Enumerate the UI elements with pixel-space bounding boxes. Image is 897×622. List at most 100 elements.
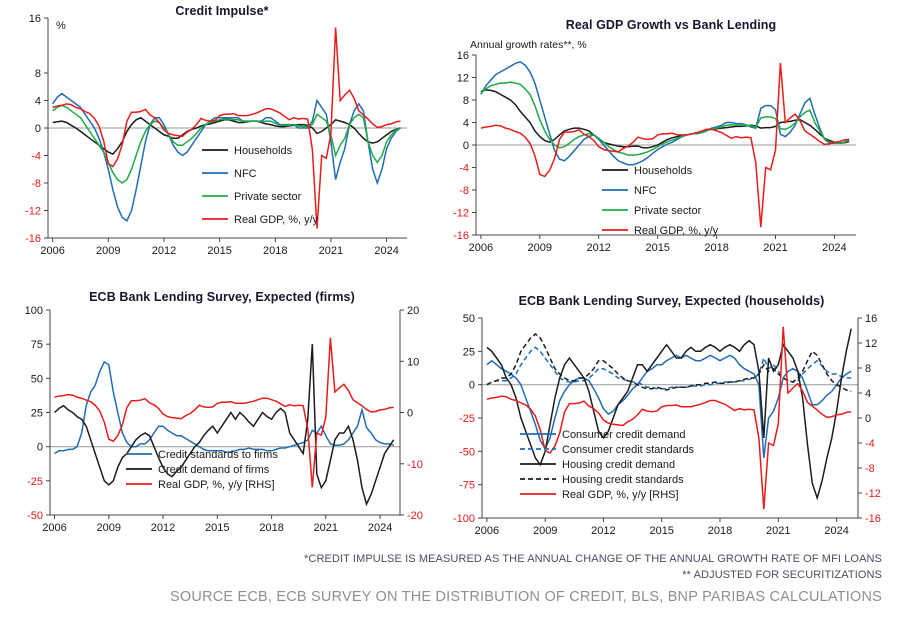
series-line-private-sector bbox=[52, 104, 401, 184]
axes bbox=[472, 54, 856, 239]
y-tick-label-right: 0 bbox=[865, 413, 871, 425]
y-tick-label: -50 bbox=[27, 510, 43, 522]
y-tick-label: -12 bbox=[25, 206, 41, 218]
y-tick-label: 8 bbox=[463, 95, 469, 107]
chart-gdp-vs-lending-container: Real GDP Growth vs Bank Lending Annual g… bbox=[446, 12, 896, 278]
footnote-securitizations: ** ADJUSTED FOR SECURITIZATIONS bbox=[682, 569, 882, 581]
x-tick-label: 2006 bbox=[469, 242, 493, 254]
y-tick-label: 0 bbox=[37, 442, 43, 454]
x-tick-label: 2006 bbox=[475, 525, 499, 537]
y-tick-label: 16 bbox=[457, 50, 469, 62]
x-tick-label: 2015 bbox=[207, 245, 231, 257]
legend-label: Consumer credit standards bbox=[562, 444, 695, 456]
x-tick-label: 2015 bbox=[205, 522, 229, 534]
y-tick-label: -4 bbox=[459, 163, 469, 175]
axes bbox=[478, 317, 862, 522]
chart-credit-impulse-title: Credit Impulse* bbox=[175, 4, 269, 18]
x-tick-label: 2018 bbox=[708, 525, 732, 537]
legend-label: Credit demand of firms bbox=[158, 464, 270, 476]
x-tick-label: 2009 bbox=[96, 245, 120, 257]
legend-label: Housing credit demand bbox=[562, 459, 675, 471]
series-line-nfc bbox=[51, 92, 401, 222]
y-tick-label: -8 bbox=[31, 178, 41, 190]
x-tick-label: 2012 bbox=[591, 525, 615, 537]
series-line-households bbox=[480, 89, 850, 149]
y-tick-label-right: -4 bbox=[865, 438, 875, 450]
x-tick-label: 2024 bbox=[374, 245, 398, 257]
y-tick-label: 0 bbox=[35, 123, 41, 135]
y-tick-label: -8 bbox=[459, 185, 469, 197]
series-line-housing-credit-demand bbox=[486, 328, 852, 501]
legend-label: Real GDP, %, y/y bbox=[234, 214, 319, 226]
y-tick-label: 25 bbox=[463, 346, 475, 358]
y-tick-label: 50 bbox=[31, 373, 43, 385]
series-line-private-sector bbox=[480, 81, 850, 156]
y-tick-label: -16 bbox=[25, 233, 41, 245]
x-tick-label: 2012 bbox=[152, 245, 176, 257]
x-tick-label: 2012 bbox=[151, 522, 175, 534]
y-tick-label-right: -10 bbox=[407, 459, 423, 471]
legend-label: Real GDP, %, y/y [RHS] bbox=[562, 489, 679, 501]
y-tick-label: 12 bbox=[457, 73, 469, 85]
legend-label: Housing credit standards bbox=[562, 474, 684, 486]
y-tick-label: 25 bbox=[31, 408, 43, 420]
x-tick-label: 2012 bbox=[586, 242, 610, 254]
x-tick-label: 2021 bbox=[766, 525, 790, 537]
y-tick-label-right: -12 bbox=[865, 488, 881, 500]
x-tick-label: 2006 bbox=[40, 245, 64, 257]
y-tick-label: 50 bbox=[463, 313, 475, 325]
chart-bls-households-title: ECB Bank Lending Survey, Expected (house… bbox=[518, 294, 825, 308]
x-tick-label: 2021 bbox=[314, 522, 338, 534]
y-tick-label: 8 bbox=[35, 68, 41, 80]
x-tick-label: 2018 bbox=[263, 245, 287, 257]
chart-bls-households-container: ECB Bank Lending Survey, Expected (house… bbox=[446, 290, 897, 540]
y-tick-label: 4 bbox=[463, 118, 469, 130]
x-tick-label: 2009 bbox=[528, 242, 552, 254]
legend-label: NFC bbox=[634, 185, 657, 197]
y-tick-label: -25 bbox=[459, 413, 475, 425]
series-line-credit-standards-to-firms bbox=[54, 360, 394, 455]
legend: Consumer credit demand Consumer credit st… bbox=[520, 429, 695, 501]
legend-label: Consumer credit demand bbox=[562, 429, 686, 441]
series-line-consumer-credit-demand bbox=[486, 354, 852, 459]
x-tick-label: 2024 bbox=[824, 525, 848, 537]
chart-bls-firms-container: ECB Bank Lending Survey, Expected (firms… bbox=[6, 286, 438, 536]
legend-label: Credit standards to firms bbox=[158, 449, 278, 461]
legend: Households NFC Private sector Real GDP, %, … bbox=[202, 145, 319, 226]
y-tick-label-right: -8 bbox=[865, 463, 875, 475]
series-line-real-gdp-y-y-rhs- bbox=[54, 337, 394, 488]
legend-label: Households bbox=[634, 165, 693, 177]
y-tick-label: -4 bbox=[31, 151, 41, 163]
y-tick-label-right: 20 bbox=[407, 305, 419, 317]
y-tick-label-right: 10 bbox=[407, 356, 419, 368]
legend: Households NFC Private sector Real GDP, %, … bbox=[602, 165, 719, 237]
y-tick-label: -75 bbox=[459, 480, 475, 492]
legend-label: Private sector bbox=[234, 191, 302, 203]
y-tick-label: -25 bbox=[27, 476, 43, 488]
y-tick-label: -16 bbox=[453, 230, 469, 242]
x-tick-label: 2018 bbox=[704, 242, 728, 254]
legend: Credit standards to firms Credit demand o… bbox=[126, 449, 278, 491]
chart-credit-impulse-container: Credit Impulse* % 16 8 4 0 -4 -8 -12 -16 2006 200… bbox=[6, 2, 438, 268]
y-tick-label-right: 0 bbox=[407, 408, 413, 420]
series-line-real-gdp-y-y bbox=[52, 27, 401, 229]
y-tick-label-right: -20 bbox=[407, 510, 423, 522]
x-tick-label: 2015 bbox=[645, 242, 669, 254]
growth-rates-annotation: Annual growth rates**, % bbox=[470, 39, 587, 51]
series-line-credit-demand-of-firms bbox=[53, 344, 395, 507]
legend-label: Private sector bbox=[634, 205, 702, 217]
x-tick-label: 2018 bbox=[259, 522, 283, 534]
y-tick-label-right: -16 bbox=[865, 513, 881, 525]
x-tick-label: 2009 bbox=[97, 522, 121, 534]
bls-households-chart: 50 25 0 -25 -50 -75 -100 16 12 8 4 0 -4 -8 -12 -16 2006 2… bbox=[453, 313, 881, 537]
source-line: SOURCE ECB, ECB SURVEY ON THE DISTRIBUTI… bbox=[170, 589, 882, 605]
series-line-housing-credit-standards bbox=[486, 333, 852, 393]
y-tick-label-right: 12 bbox=[865, 338, 877, 350]
y-tick-label: 0 bbox=[469, 380, 475, 392]
axes bbox=[46, 309, 404, 519]
x-tick-label: 2015 bbox=[649, 525, 673, 537]
y-axis-unit-label: % bbox=[56, 20, 66, 32]
